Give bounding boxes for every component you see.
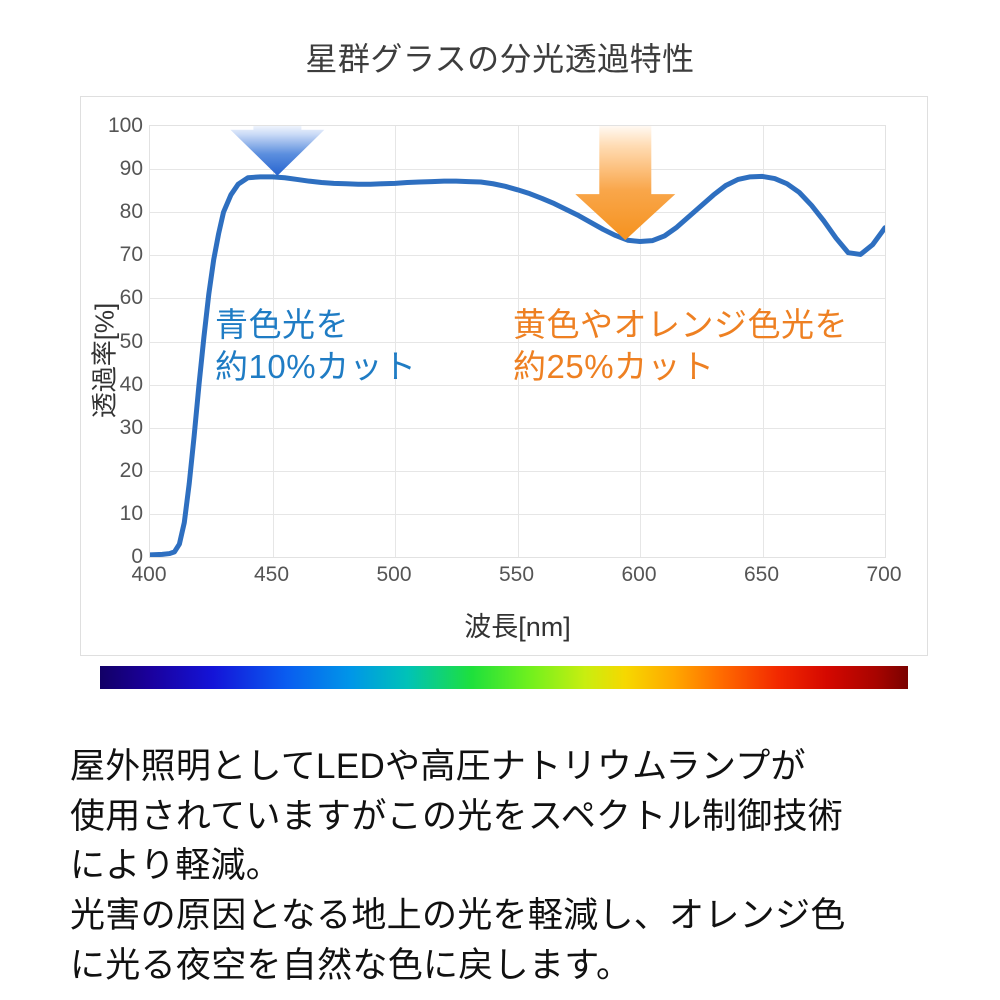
page-title: 星群グラスの分光透過特性 — [305, 41, 695, 77]
gridline-vertical — [762, 126, 764, 557]
gridline-vertical — [517, 126, 519, 557]
orange-cut-annotation: 黄色やオレンジ色光を 約25%カット — [513, 304, 848, 388]
x-tick-label: 550 — [498, 563, 535, 586]
orange-down-arrow — [575, 126, 676, 241]
y-tick-label: 10 — [119, 501, 143, 525]
transmittance-curve — [150, 173, 885, 557]
y-tick-label: 20 — [119, 458, 143, 482]
blue-annotation-line1: 青色光を — [215, 306, 349, 343]
gridline-vertical — [272, 126, 274, 557]
orange-annotation-line1: 黄色やオレンジ色光を — [513, 306, 848, 343]
gridline-vertical — [640, 126, 641, 557]
y-tick-label: 60 — [119, 286, 143, 310]
y-tick-label: 100 — [107, 114, 143, 137]
orange-annotation-line2: 約25%カット — [513, 348, 715, 386]
blue-cut-annotation: 青色光を 約10%カット — [215, 304, 417, 388]
y-tick-label: 30 — [119, 415, 143, 439]
annotation-arrows — [230, 126, 676, 241]
x-tick-label: 600 — [621, 563, 657, 586]
x-tick-label: 500 — [376, 563, 412, 586]
y-tick-label: 90 — [119, 157, 143, 181]
x-tick-label: 650 — [743, 563, 780, 586]
y-tick-label: 0 — [131, 545, 143, 568]
x-tick-label: 700 — [866, 563, 902, 586]
y-tick-label: 80 — [119, 200, 143, 224]
x-axis-label: 波長[nm] — [464, 612, 571, 642]
x-tick-label: 400 — [131, 563, 167, 586]
body-text: 屋外照明としてLEDや高圧ナトリウムランプが 使用されていますがこの光をスペクト… — [70, 747, 846, 985]
blue-down-arrow — [230, 126, 325, 176]
y-tick-label: 40 — [119, 372, 143, 396]
x-axis-tick-labels: 400 450 500 550 600 650 700 — [131, 563, 901, 593]
visible-spectrum-bar — [100, 666, 908, 689]
chart-card: 透過率[%] 100 90 80 70 60 50 40 30 20 10 0 — [80, 96, 928, 656]
y-tick-label: 70 — [119, 243, 143, 267]
blue-annotation-line2: 約10%カット — [215, 348, 417, 386]
plot-area — [149, 125, 886, 558]
x-tick-label: 450 — [253, 563, 290, 586]
gridline-vertical — [395, 126, 396, 557]
y-tick-label: 50 — [119, 329, 143, 353]
y-axis-tick-labels: 100 90 80 70 60 50 40 30 20 10 0 — [81, 114, 143, 568]
